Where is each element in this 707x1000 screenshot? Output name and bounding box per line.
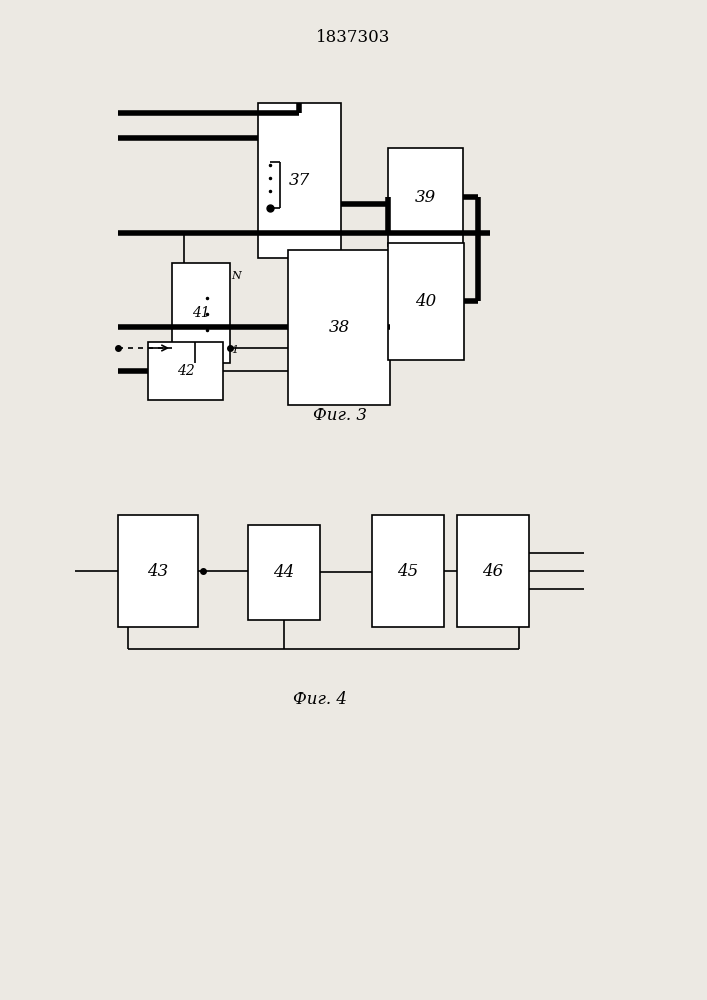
Text: Фиг. 4: Фиг. 4 [293,692,347,708]
Bar [148,342,223,400]
Bar [388,148,463,246]
Text: 38: 38 [328,319,350,336]
Text: 1837303: 1837303 [316,29,390,46]
Text: 46: 46 [482,562,503,580]
Text: 42: 42 [177,364,194,378]
Text: 41: 41 [192,306,210,320]
Text: Фиг. 3: Фиг. 3 [313,406,367,424]
Text: 44: 44 [274,564,295,581]
Bar [388,243,464,360]
Text: 45: 45 [397,562,419,580]
Bar [258,103,341,258]
Text: 39: 39 [415,188,436,206]
Bar [118,515,198,627]
Bar [172,263,230,363]
Bar [457,515,529,627]
Text: 40: 40 [416,293,437,310]
Text: 1: 1 [231,345,238,355]
Bar [372,515,444,627]
Text: 37: 37 [289,172,310,189]
Bar [248,525,320,620]
Text: N: N [231,271,241,281]
Text: 43: 43 [147,562,169,580]
Bar [288,250,390,405]
